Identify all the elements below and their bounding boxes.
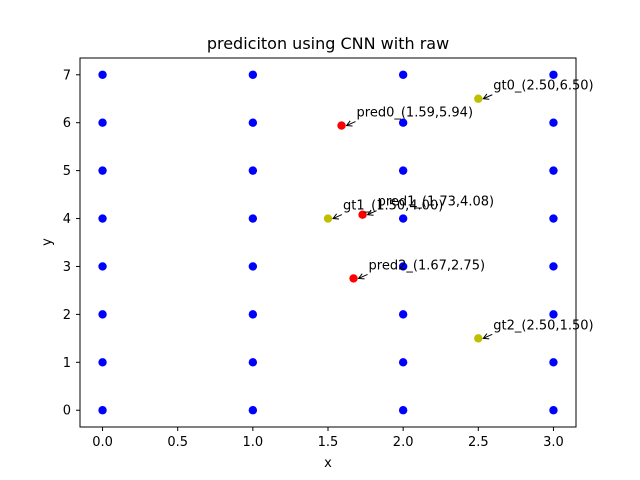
data-point-s2-2 <box>474 334 483 343</box>
y-tick-label: 1 <box>63 356 71 371</box>
annotation-arrowhead <box>366 209 374 216</box>
data-point-s0-24 <box>549 406 558 415</box>
annotation-label: pred2_(1.67,2.75) <box>369 258 486 273</box>
y-tick-label: 4 <box>63 212 71 227</box>
annotation-4: gt1_(1.50,4.00) <box>332 199 443 220</box>
x-tick-label: 0.0 <box>92 435 113 450</box>
data-point-s0-12 <box>248 214 258 223</box>
data-point-s0-27 <box>549 262 558 271</box>
annotation-arrowhead <box>357 273 365 280</box>
data-point-s2-0 <box>474 94 483 103</box>
data-point-s0-31 <box>549 70 558 79</box>
data-point-s0-9 <box>248 358 258 367</box>
x-tick-label: 3.0 <box>543 435 564 450</box>
annotation-arrow-line <box>483 94 493 100</box>
data-point-s0-28 <box>549 214 558 223</box>
annotation-arrowhead <box>482 93 490 100</box>
data-point-s0-20 <box>398 214 408 223</box>
data-point-s0-14 <box>248 118 258 127</box>
data-point-s0-30 <box>549 118 558 127</box>
plot-area: pred0_(1.59,5.94) pred1_(1.73,4.08) pred2_… <box>98 70 594 415</box>
y-tick-label: 0 <box>63 404 71 419</box>
data-point-s0-8 <box>248 406 258 415</box>
annotation-arrowhead <box>332 213 340 220</box>
x-tick-label: 1.5 <box>318 435 339 450</box>
data-point-s0-23 <box>398 70 408 79</box>
annotation-label: pred1_(1.73,4.08) <box>378 195 495 210</box>
annotation-arrow-line <box>367 210 377 216</box>
annotation-3: gt0_(2.50,6.50) <box>482 79 594 100</box>
axis-ticks: 0.0 0.5 1.0 1.5 2.0 2.5 3.0 0 1 2 3 4 5 6 7 <box>63 68 564 450</box>
data-point-s1-0 <box>337 121 346 130</box>
data-point-s2-1 <box>323 214 333 223</box>
annotation-arrow-line <box>346 121 356 127</box>
y-tick-label: 3 <box>63 260 71 275</box>
annotation-1: pred1_(1.73,4.08) <box>366 195 495 216</box>
y-tick-label: 6 <box>63 116 71 131</box>
x-tick-label: 1.0 <box>243 435 264 450</box>
chart-title: prediciton using CNN with raw <box>207 34 449 53</box>
y-tick-label: 2 <box>63 308 71 323</box>
data-point-s0-2 <box>98 310 107 319</box>
data-point-s0-13 <box>248 166 258 175</box>
y-tick-label: 7 <box>63 68 71 83</box>
data-point-s1-2 <box>349 274 358 283</box>
annotation-label: gt2_(2.50,1.50) <box>493 318 593 333</box>
annotation-arrowhead <box>345 120 353 127</box>
annotation-2: pred2_(1.67,2.75) <box>357 258 486 280</box>
x-tick-label: 2.5 <box>468 435 489 450</box>
annotation-arrow-line <box>358 273 368 279</box>
data-point-s0-25 <box>549 358 558 367</box>
data-point-s0-11 <box>248 262 258 271</box>
data-point-s0-7 <box>98 70 107 79</box>
data-point-s0-1 <box>98 358 107 367</box>
data-point-s0-6 <box>98 118 107 127</box>
annotation-arrowhead <box>482 333 490 340</box>
y-tick-label: 5 <box>63 164 71 179</box>
annotation-arrow-line <box>483 333 493 339</box>
data-point-s0-3 <box>98 262 107 271</box>
annotation-label: pred0_(1.59,5.94) <box>357 106 474 121</box>
x-tick-label: 0.5 <box>167 435 188 450</box>
data-point-s0-10 <box>248 310 258 319</box>
annotation-label: gt0_(2.50,6.50) <box>493 79 593 94</box>
annotation-0: pred0_(1.59,5.94) <box>345 106 474 127</box>
data-point-s0-22 <box>398 118 408 127</box>
data-point-s0-15 <box>248 70 258 79</box>
x-axis-label: x <box>324 456 332 471</box>
data-point-s0-4 <box>98 214 107 223</box>
data-point-s0-18 <box>398 310 408 319</box>
y-axis-label: y <box>40 238 55 246</box>
data-point-s1-1 <box>358 210 367 219</box>
annotation-5: gt2_(2.50,1.50) <box>482 318 594 340</box>
data-point-s0-29 <box>549 166 558 175</box>
data-point-s0-26 <box>549 310 558 319</box>
data-point-s0-5 <box>98 166 107 175</box>
data-point-s0-21 <box>398 166 408 175</box>
annotation-label: gt1_(1.50,4.00) <box>343 199 443 214</box>
annotation-arrow-line <box>332 214 343 219</box>
data-point-s0-16 <box>398 406 408 415</box>
data-point-s0-17 <box>398 358 408 367</box>
data-point-s0-19 <box>398 262 408 271</box>
x-tick-label: 2.0 <box>393 435 414 450</box>
data-point-s0-0 <box>98 406 107 415</box>
